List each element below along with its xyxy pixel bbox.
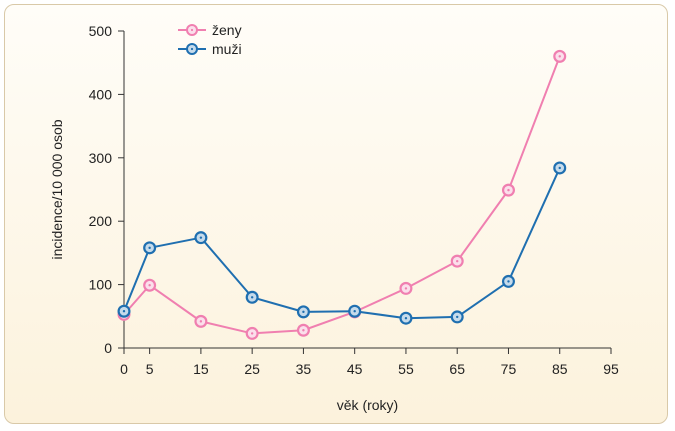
data-point [194, 314, 208, 328]
data-point [450, 254, 464, 268]
chart-legend: ženy muži [178, 22, 242, 57]
legend-marker [186, 43, 198, 55]
data-point [450, 310, 464, 324]
data-point [399, 281, 413, 295]
data-point [296, 305, 310, 319]
data-point [117, 304, 131, 318]
y-tick-label: 0 [104, 340, 112, 356]
data-point [501, 183, 515, 197]
y-tick-label: 200 [89, 213, 113, 229]
data-point [245, 290, 259, 304]
y-tick-label: 100 [89, 277, 113, 293]
data-point [553, 49, 567, 63]
x-tick-label: 55 [398, 361, 414, 377]
legend-label: muži [212, 41, 242, 57]
x-tick-label: 95 [603, 361, 619, 377]
x-tick-label: 85 [552, 361, 568, 377]
series-layer [117, 49, 567, 340]
y-tick-label: 500 [89, 23, 113, 39]
data-point [194, 231, 208, 245]
data-point [553, 161, 567, 175]
legend-item: ženy [178, 22, 242, 38]
data-point [296, 323, 310, 337]
x-tick-label: 0 [120, 361, 128, 377]
series-1 [117, 49, 567, 340]
series-line [123, 56, 561, 335]
series-line [123, 167, 561, 320]
y-tick-label: 400 [89, 86, 113, 102]
x-ticks: 0 5 15 25 35 45 55 65 75 85 95 [120, 348, 619, 377]
y-tick-label: 300 [89, 150, 113, 166]
x-tick-label: 5 [146, 361, 154, 377]
data-point [143, 278, 157, 292]
y-axis-title: incidence/10 000 osob [49, 119, 65, 259]
chart-frame [4, 4, 668, 424]
x-tick-label: 25 [244, 361, 260, 377]
x-tick-label: 45 [347, 361, 363, 377]
data-point [348, 304, 362, 318]
x-tick-label: 65 [449, 361, 465, 377]
x-axis-title: věk (roky) [337, 397, 398, 413]
x-tick-label: 15 [193, 361, 209, 377]
x-tick-label: 35 [296, 361, 312, 377]
data-point [245, 326, 259, 340]
chart-axes [123, 31, 611, 349]
legend-label: ženy [212, 22, 242, 38]
data-point [399, 311, 413, 325]
legend-marker [186, 24, 198, 36]
y-ticks: 0 100 200 300 400 500 [89, 23, 124, 356]
data-point [143, 241, 157, 255]
x-tick-label: 75 [501, 361, 517, 377]
legend-item: muži [178, 41, 242, 57]
series-2 [117, 161, 567, 325]
data-point [501, 274, 515, 288]
